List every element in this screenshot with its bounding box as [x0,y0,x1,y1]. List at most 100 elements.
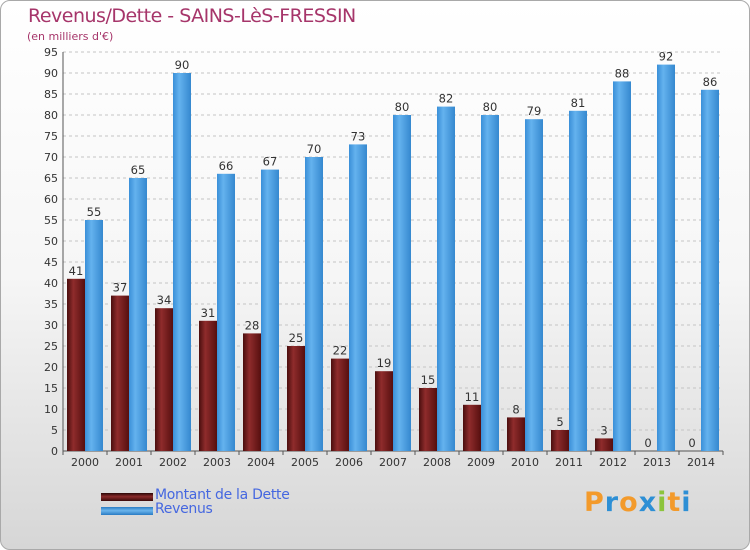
data-label-revenue: 90 [175,58,190,72]
x-tick-label: 2006 [335,456,363,469]
bar-revenue [657,64,675,451]
bar-debt [199,320,217,451]
bar-debt [551,430,569,451]
y-tick-label: 30 [44,319,58,332]
data-label-revenue: 67 [263,155,278,169]
bar-debt [331,358,349,451]
data-label-debt: 5 [556,415,563,429]
data-label-debt: 31 [201,306,216,320]
data-label-debt: 19 [377,356,392,370]
data-label-debt: 41 [69,264,84,278]
data-label-debt: 37 [113,281,128,295]
bar-debt [111,295,129,451]
legend-label-debt: Montant de la Dette [155,487,290,503]
x-tick-label: 2005 [291,456,319,469]
x-tick-label: 2011 [555,456,583,469]
bar-revenue [701,89,719,452]
data-label-revenue: 80 [395,100,410,114]
bar-revenue [569,110,587,452]
x-tick-label: 2004 [247,456,275,469]
logo-letter: i [657,487,668,518]
data-label-revenue: 73 [351,129,366,143]
bar-revenue [525,119,543,451]
bar-debt [287,346,305,451]
data-label-revenue: 80 [483,100,498,114]
x-tick-label: 2013 [643,456,671,469]
legend-swatch-revenue [101,507,153,515]
y-tick-label: 40 [44,277,58,290]
y-tick-label: 65 [44,172,58,185]
x-tick-label: 2010 [511,456,539,469]
data-label-debt: 0 [644,436,651,450]
x-tick-label: 2001 [115,456,143,469]
y-tick-label: 5 [51,424,58,437]
data-label-debt: 3 [600,423,607,437]
y-tick-label: 80 [44,109,58,122]
data-label-revenue: 81 [571,96,586,110]
bar-revenue [173,73,191,451]
y-tick-label: 55 [44,214,58,227]
x-tick-label: 2012 [599,456,627,469]
chart-subtitle: (en milliers d'€) [27,30,114,43]
bar-revenue [85,220,103,451]
data-label-debt: 28 [245,318,260,332]
y-tick-label: 25 [44,340,58,353]
bar-revenue [437,106,455,451]
x-tick-label: 2007 [379,456,407,469]
bar-revenue [393,115,411,451]
legend-label-revenue: Revenus [155,501,213,517]
proxiti-logo: Proxiti [584,487,692,518]
bar-revenue [261,169,279,451]
bar-revenue [305,157,323,451]
x-tick-label: 2000 [71,456,99,469]
y-tick-label: 70 [44,151,58,164]
y-tick-label: 95 [44,46,58,59]
data-label-revenue: 86 [703,75,718,89]
bar-revenue [129,178,147,451]
y-tick-label: 15 [44,382,58,395]
logo-letter: P [584,487,605,518]
y-tick-label: 75 [44,130,58,143]
logo-letter: r [604,487,620,518]
data-label-debt: 22 [333,344,348,358]
y-tick-label: 10 [44,403,58,416]
chart-title: Revenus/Dette - SAINS-LèS-FRESSIN [28,5,356,27]
x-tick-label: 2002 [159,456,187,469]
data-label-debt: 8 [512,402,519,416]
y-tick-label: 90 [44,67,58,80]
data-label-debt: 34 [157,293,172,307]
y-tick-label: 85 [44,88,58,101]
logo-letter: o [619,487,639,518]
data-label-revenue: 82 [439,92,454,106]
legend-swatch-debt [101,493,153,501]
data-label-debt: 11 [465,390,480,404]
data-label-revenue: 70 [307,142,322,156]
data-label-debt: 15 [421,373,436,387]
bar-debt [595,438,613,451]
logo-letter: t [667,487,682,518]
data-label-revenue: 66 [219,159,234,173]
logo-letter: x [638,487,658,518]
bar-debt [67,278,85,451]
bar-revenue [349,144,367,451]
bar-revenue [481,115,499,451]
x-tick-label: 2009 [467,456,495,469]
bar-debt [419,388,437,451]
data-label-revenue: 88 [615,66,630,80]
bar-debt [507,417,525,451]
data-label-revenue: 55 [87,205,102,219]
bar-debt [243,333,261,451]
bar-debt [463,404,481,451]
bar-revenue [217,173,235,452]
data-label-debt: 25 [289,331,304,345]
data-label-debt: 0 [688,436,695,450]
y-tick-label: 20 [44,361,58,374]
x-tick-label: 2003 [203,456,231,469]
data-label-revenue: 65 [131,163,146,177]
y-tick-label: 0 [51,445,58,458]
x-tick-label: 2008 [423,456,451,469]
logo-letter: i [681,487,692,518]
bar-debt [155,308,173,451]
y-tick-label: 50 [44,235,58,248]
